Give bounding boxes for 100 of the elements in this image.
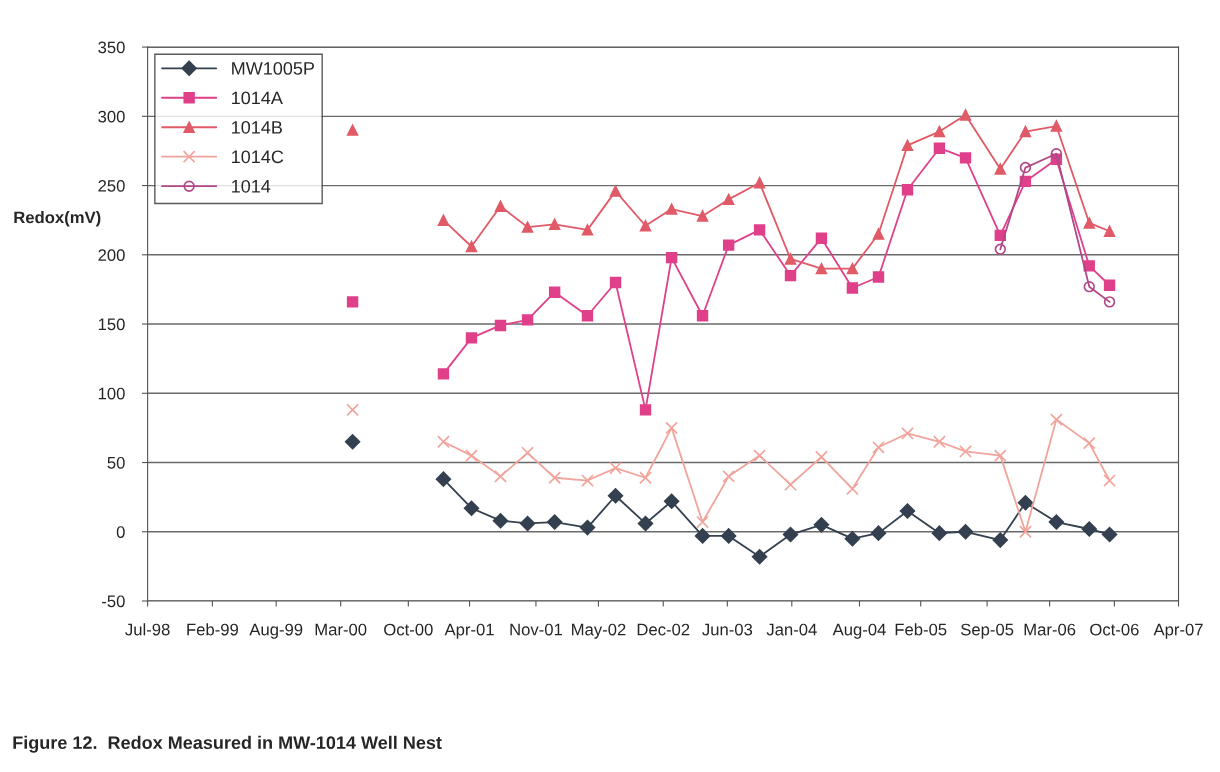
point — [751, 548, 768, 565]
point — [931, 525, 948, 541]
point — [782, 526, 799, 543]
y-tick-label: 50 — [107, 456, 125, 469]
point — [637, 515, 654, 532]
point — [753, 224, 766, 236]
point — [899, 503, 916, 519]
point — [784, 269, 797, 282]
point — [1050, 120, 1063, 132]
point — [1081, 521, 1097, 537]
point — [815, 232, 828, 244]
point — [872, 271, 885, 283]
x-tick-label: Jan-04 — [766, 623, 817, 636]
point — [722, 239, 735, 251]
point — [696, 210, 709, 222]
y-tick-label: 150 — [98, 318, 125, 331]
point — [696, 310, 709, 322]
point — [663, 493, 680, 510]
point — [933, 435, 946, 449]
point — [609, 276, 622, 289]
point — [519, 515, 536, 532]
point — [465, 240, 478, 253]
point — [1103, 279, 1116, 291]
point — [1048, 514, 1065, 530]
x-tick-label: Aug-04 — [832, 623, 886, 639]
x-tick-label: Feb-99 — [187, 623, 239, 636]
point — [720, 528, 737, 544]
point — [696, 515, 709, 529]
x-tick-label: Jul-98 — [125, 623, 170, 636]
point — [994, 163, 1007, 175]
point — [581, 310, 594, 322]
y-axis-title: Redox(mV) — [14, 211, 101, 227]
point — [722, 469, 736, 483]
point — [548, 218, 561, 231]
point — [959, 152, 972, 164]
point — [494, 200, 507, 213]
point — [1049, 413, 1063, 426]
point — [784, 253, 797, 265]
point — [1101, 526, 1118, 543]
point — [753, 177, 766, 189]
point — [1103, 474, 1116, 487]
point — [435, 471, 452, 487]
point — [872, 440, 885, 454]
point — [933, 142, 946, 154]
point — [437, 435, 450, 449]
point — [815, 450, 828, 464]
y-tick-label: 0 — [116, 526, 125, 538]
point — [581, 474, 594, 487]
point — [521, 446, 534, 460]
point — [548, 286, 561, 298]
point — [1019, 125, 1032, 138]
y-tick-label: 200 — [98, 249, 125, 262]
point — [694, 528, 711, 544]
point — [463, 500, 480, 516]
point — [993, 449, 1007, 462]
legend-label: 1014 — [232, 179, 271, 193]
point — [639, 404, 652, 416]
point — [665, 203, 678, 215]
x-tick-label: Mar-06 — [1024, 623, 1076, 636]
y-tick-label: -50 — [102, 595, 125, 608]
x-tick-label: Apr-07 — [1153, 623, 1203, 639]
point — [465, 332, 478, 344]
x-tick-label: Dec-02 — [637, 623, 690, 636]
y-tick-label: 350 — [98, 41, 125, 54]
x-tick-label: Feb-05 — [895, 623, 947, 636]
point — [1103, 296, 1116, 308]
point — [607, 488, 624, 504]
point — [872, 228, 885, 240]
y-tick-label: 300 — [98, 110, 125, 123]
x-tick-label: Oct-06 — [1090, 623, 1139, 636]
point — [609, 185, 622, 197]
point — [846, 482, 859, 496]
y-tick-label: 100 — [98, 387, 125, 400]
point — [665, 421, 679, 435]
point — [546, 514, 563, 530]
point — [665, 251, 678, 264]
point — [959, 445, 972, 458]
legend-label: 1014B — [232, 120, 282, 134]
x-tick-label: Sep-05 — [960, 623, 1014, 639]
x-tick-label: May-02 — [572, 623, 626, 639]
point — [465, 449, 478, 462]
x-tick-label: Aug-99 — [249, 623, 303, 639]
y-tick-label: 250 — [98, 179, 125, 192]
legend-label: 1014A — [232, 91, 283, 105]
x-tick-label: Apr-01 — [444, 623, 494, 639]
point — [494, 319, 507, 332]
legend-label: 1014C — [232, 150, 284, 164]
point — [346, 403, 359, 417]
x-tick-label: Oct-00 — [384, 623, 433, 636]
point — [722, 193, 735, 206]
point — [844, 530, 861, 547]
point — [870, 525, 887, 541]
caption: Figure 12. Redox Measured in MW-1014 Well Nest — [13, 735, 442, 753]
point — [813, 517, 830, 533]
point — [639, 220, 652, 232]
point — [846, 282, 859, 294]
x-tick-label: Mar-00 — [315, 623, 367, 636]
point — [581, 224, 594, 236]
point — [609, 461, 622, 475]
point — [994, 243, 1007, 255]
